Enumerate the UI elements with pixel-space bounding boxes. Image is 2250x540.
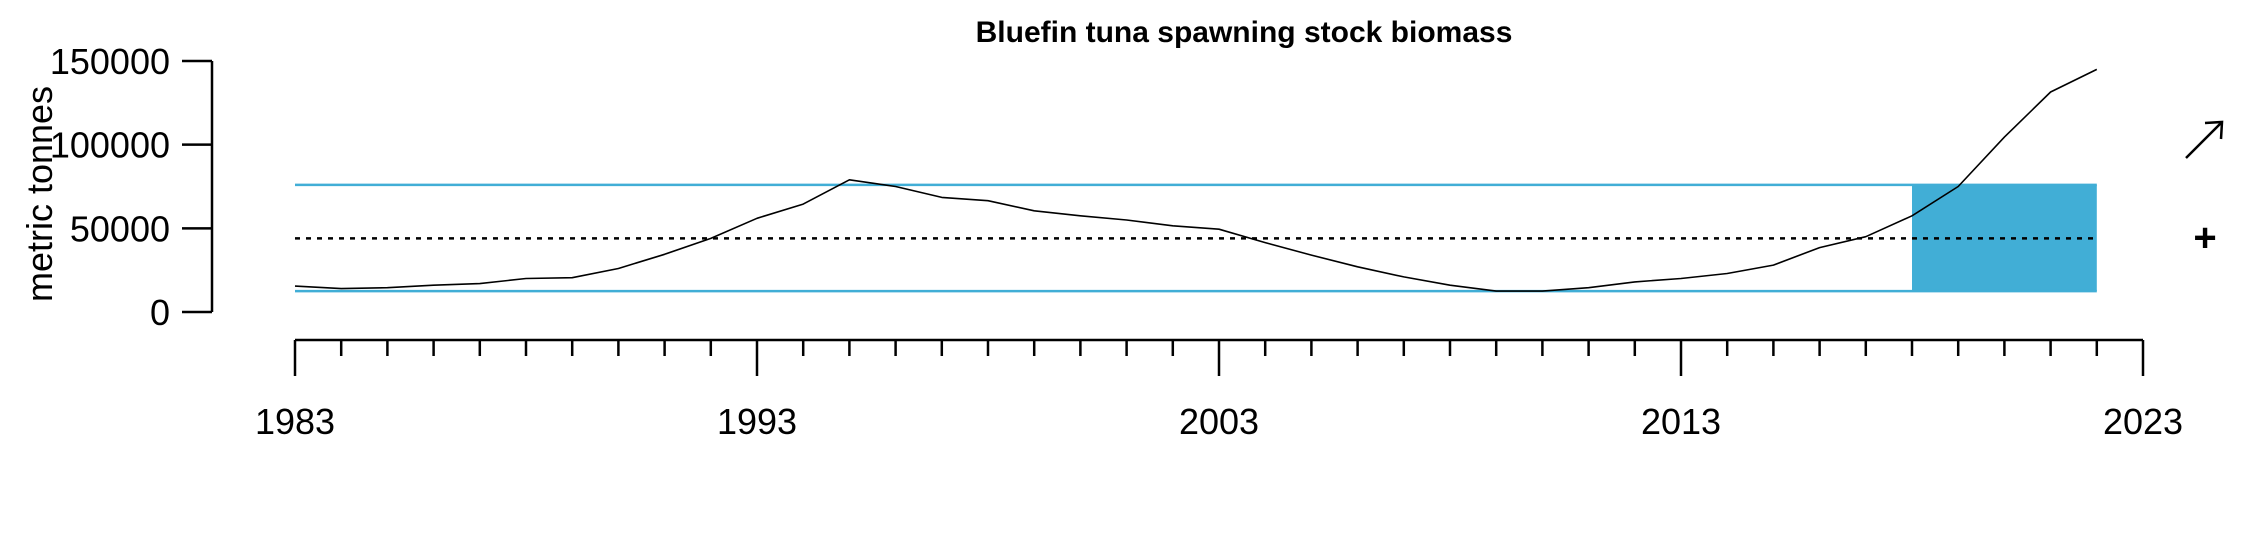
status-symbol: + <box>2193 216 2216 260</box>
y-tick-label: 100000 <box>50 125 170 166</box>
x-tick-label: 2003 <box>1179 401 1259 442</box>
x-tick-label: 2013 <box>1641 401 1721 442</box>
trend-arrow-icon <box>2185 120 2224 159</box>
y-tick-label: 50000 <box>70 208 170 249</box>
x-tick-label: 1993 <box>717 401 797 442</box>
axes: 0 50000 100000 150000 1983 1993 2003 2013 2023 <box>50 41 2183 442</box>
data-series-line <box>294 68 2098 292</box>
y-tick-label: 0 <box>150 292 170 333</box>
chart-title: Bluefin tuna spawning stock biomass <box>976 16 1513 49</box>
plot-area <box>294 68 2098 293</box>
y-axis-label: metric tonnes <box>19 86 60 302</box>
y-tick-label: 150000 <box>50 41 170 82</box>
x-tick-label: 1983 <box>255 401 335 442</box>
x-tick-label: 2023 <box>2103 401 2183 442</box>
status-indicators: + <box>2185 120 2224 260</box>
